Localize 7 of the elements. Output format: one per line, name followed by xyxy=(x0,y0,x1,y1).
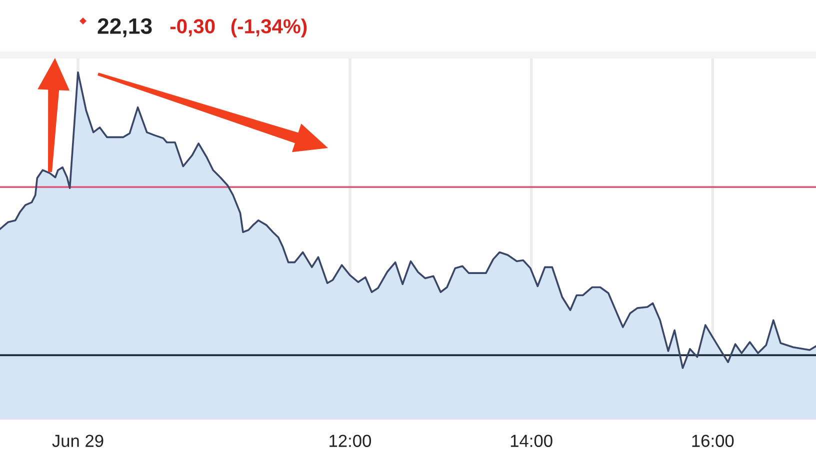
x-tick-label: Jun 29 xyxy=(52,434,104,448)
x-tick-label: 14:00 xyxy=(510,434,552,448)
text: -0,30 xyxy=(170,19,215,36)
x-tick-label: 16:00 xyxy=(692,434,734,448)
text: (-1,34%) xyxy=(231,18,307,38)
x-tick-label: 12:00 xyxy=(330,434,372,448)
chart-title: 22,13 xyxy=(98,18,152,38)
